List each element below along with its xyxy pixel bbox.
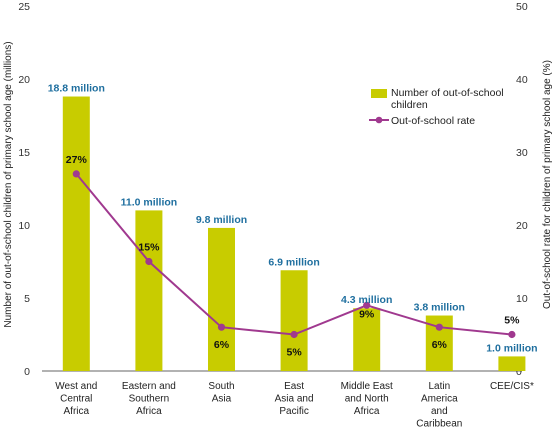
bar-value-label: 18.8 million	[48, 83, 105, 95]
y-right-tick-label: 20	[516, 220, 528, 232]
x-category-label-line: Central	[60, 394, 92, 405]
x-category-label-line: South	[208, 381, 234, 392]
rate-value-label: 15%	[138, 242, 160, 254]
rate-value-label: 6%	[432, 339, 448, 351]
labels-layer: 18.8 million 11.0 million 9.8 million 6.9 m…	[48, 83, 538, 359]
rate-value-label: 5%	[287, 347, 303, 359]
bars-layer	[62, 96, 526, 372]
bar	[280, 270, 308, 371]
x-category-label-line: West and	[55, 381, 97, 392]
bar	[208, 227, 235, 371]
x-category-label: South Asia	[208, 381, 234, 405]
bar-value-label: 9.8 million	[196, 214, 247, 226]
y-left-tick-label: 0	[24, 366, 30, 378]
bar	[498, 356, 526, 371]
legend-bar-swatch	[371, 89, 387, 98]
y-right-tick-label: 50	[516, 1, 528, 13]
rate-point	[145, 257, 153, 266]
y-left-tick-label: 5	[24, 293, 30, 305]
x-category-label-line: Caribbean	[416, 419, 462, 430]
x-category-label: Eastern and Southern Africa	[122, 381, 176, 417]
y-right-axis-title: Out-of-school rate for children of prima…	[542, 60, 553, 309]
x-category-label-line: East	[284, 381, 304, 392]
rate-value-label: 27%	[66, 154, 88, 166]
legend-bar-label-line: Number of out-of-school	[391, 87, 504, 99]
y-right-tick-label: 30	[516, 147, 528, 159]
legend-bar-label-line: children	[391, 99, 428, 111]
x-category-label-line: America	[421, 394, 458, 405]
rate-value-label: 5%	[504, 315, 520, 327]
x-category-label-line: Africa	[136, 406, 162, 417]
rate-point	[290, 330, 298, 339]
bar-value-label: 6.9 million	[268, 256, 319, 268]
y-right-tick-label: 40	[516, 74, 528, 86]
rate-point	[508, 330, 516, 339]
x-category-label-line: Latin	[428, 381, 450, 392]
x-category-label: East Asia and Pacific	[275, 381, 314, 417]
y-right-tick-label: 10	[516, 293, 528, 305]
bar-value-label: 1.0 million	[486, 342, 537, 354]
x-category-label-line: Pacific	[279, 406, 308, 417]
rate-point	[72, 170, 80, 178]
bar	[353, 308, 381, 371]
axes-layer: 0 5 10 15 20 25 0 10 20 30 40 50 Number of out-of-sc…	[3, 1, 553, 430]
y-left-tick-label: 25	[18, 1, 30, 13]
bar	[62, 96, 90, 372]
x-category-label: Middle East and North Africa	[341, 381, 393, 417]
x-category-label-line: Africa	[64, 406, 90, 417]
legend-line-label: Out-of-school rate	[391, 115, 475, 127]
x-category-label-line: and	[431, 406, 448, 417]
y-left-tick-label: 10	[18, 220, 30, 232]
y-right-tick-label: 0	[516, 366, 522, 378]
x-category-label: Latin America and Caribbean	[416, 381, 462, 430]
legend-line-marker	[375, 116, 383, 124]
x-category-label: West and Central Africa	[55, 381, 97, 417]
line-layer	[72, 170, 516, 339]
y-left-tick-label: 20	[18, 74, 30, 86]
y-left-axis-title: Number of out-of-school children of prim…	[3, 41, 14, 327]
x-category-label-line: Asia and	[275, 394, 314, 405]
x-category-label-line: Africa	[354, 406, 380, 417]
rate-point	[435, 323, 443, 331]
bar-value-label: 4.3 million	[341, 294, 392, 306]
bar-value-label: 3.8 million	[414, 302, 465, 314]
legend: Number of out-of-school children Out-of-sc…	[369, 87, 504, 127]
x-category-label-line: Asia	[212, 394, 232, 405]
legend-bar-label: Number of out-of-school children	[391, 87, 504, 111]
y-left-tick-label: 15	[18, 147, 30, 159]
rate-point	[363, 301, 371, 309]
x-category-label-line: Eastern and	[122, 381, 176, 392]
bar	[135, 210, 163, 371]
x-category-label-line: CEE/CIS*	[490, 381, 534, 392]
x-category-label-line: Middle East	[341, 381, 393, 392]
rate-value-label: 6%	[214, 339, 230, 351]
x-category-label: CEE/CIS*	[490, 381, 534, 392]
rate-point	[217, 323, 226, 331]
x-category-label-line: Southern	[129, 394, 170, 405]
x-category-label-line: and North	[345, 394, 389, 405]
bar-value-label: 11.0 million	[121, 196, 178, 208]
rate-value-label: 9%	[359, 308, 375, 320]
